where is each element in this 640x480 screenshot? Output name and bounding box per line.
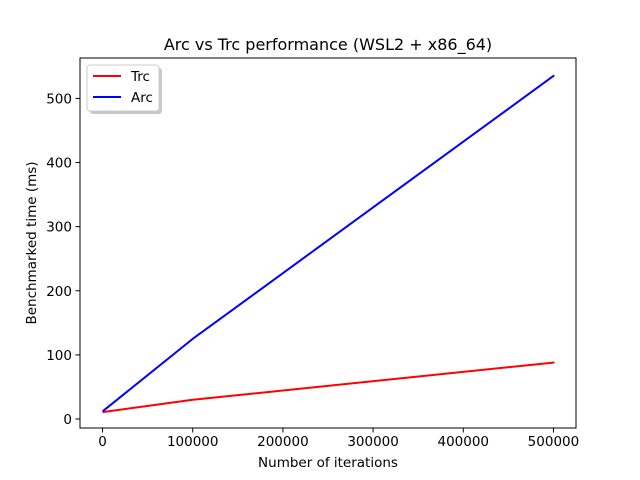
legend: Trc Arc [86,64,162,114]
legend-label-trc: Trc [130,69,150,85]
y-tick-label: 100 [46,348,72,364]
x-tick-label: 200000 [257,434,309,450]
y-axis-ticks: 0 100 200 300 400 500 [46,91,80,428]
series-lines [102,74,555,414]
x-tick-label: 300000 [347,434,399,450]
y-tick-label: 200 [46,284,72,300]
series-line-arc [102,74,555,413]
x-tick-label: 0 [98,434,107,450]
series-line-trc [102,361,555,414]
y-tick-label: 0 [63,412,72,428]
x-axis-ticks: 0 100000 200000 300000 400000 500000 [98,428,579,450]
x-tick-label: 500000 [528,434,580,450]
x-tick-label: 100000 [167,434,219,450]
y-tick-label: 400 [46,156,72,172]
x-axis-label: Number of iterations [258,455,398,471]
y-tick-label: 300 [46,220,72,236]
x-tick-label: 400000 [437,434,489,450]
plot-area: 0 100000 200000 300000 400000 500000 0 100 200 3… [46,57,579,450]
chart-title: Arc vs Trc performance (WSL2 + x86_64) [164,35,492,55]
legend-label-arc: Arc [131,90,153,106]
y-axis-label: Benchmarked time (ms) [24,161,40,324]
axes-border [79,57,577,429]
y-tick-label: 500 [46,91,72,107]
